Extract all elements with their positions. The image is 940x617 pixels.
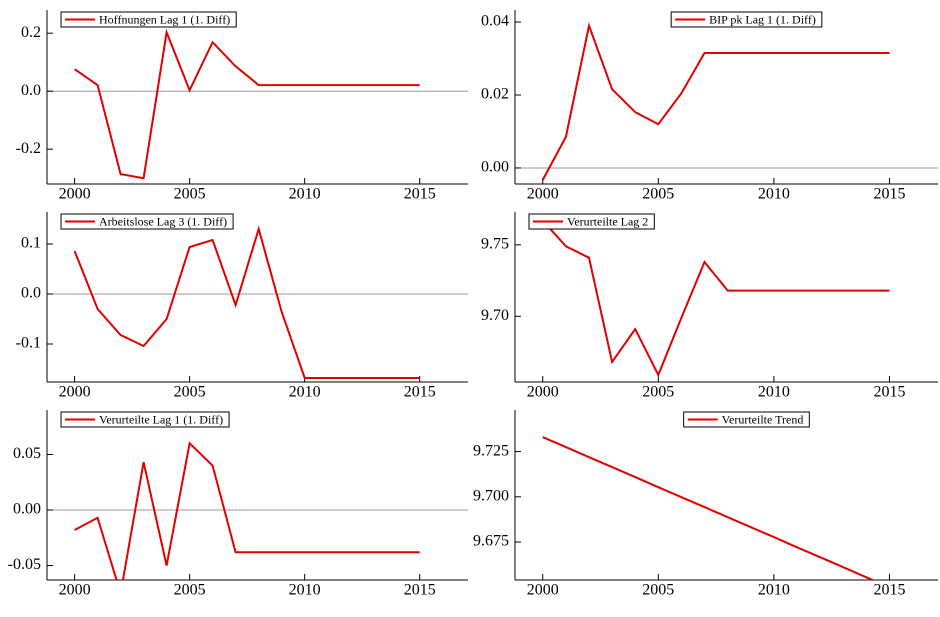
panel: -0.1 0.0 0.1 2000 2005 2010 2015 Arbeitslose La…: [16, 212, 468, 401]
series-line: [73, 225, 420, 379]
legend: Verurteilte Lag 2: [528, 213, 655, 230]
x-tick-label: 2015: [873, 186, 905, 203]
legend-box: [60, 213, 234, 230]
x-tick-label: 2000: [527, 186, 559, 203]
series-line: [542, 436, 876, 580]
x-tick-label: 2000: [527, 384, 559, 401]
legend-label: Verurteilte Lag 1 (1. Diff): [99, 412, 223, 426]
x-tick-label: 2010: [758, 186, 790, 203]
series-line: [541, 22, 890, 181]
legend-box: [60, 11, 237, 28]
legend: BIP pk Lag 1 (1. Diff): [670, 11, 823, 28]
x-tick-label: 2005: [642, 582, 674, 599]
x-tick-label: 2000: [527, 582, 559, 599]
y-tick-label: 0.00: [13, 501, 41, 518]
x-tick-label: 2015: [404, 186, 436, 203]
y-tick-label: 9.70: [481, 307, 509, 324]
x-tick-label: 2005: [174, 186, 206, 203]
y-tick-label: 9.75: [481, 236, 509, 253]
y-tick-label: 0.04: [481, 13, 509, 30]
x-tick-label: 2005: [174, 582, 206, 599]
x-tick-label: 2000: [59, 384, 91, 401]
y-tick-label: 0.0: [21, 285, 41, 302]
y-tick-label: -0.05: [8, 556, 41, 573]
x-tick-label: 2010: [289, 186, 321, 203]
legend-label: BIP pk Lag 1 (1. Diff): [709, 12, 816, 26]
panel: 0.00 0.02 0.04 2000 2005 2010 2015 BIP pk Lag 1…: [481, 10, 938, 203]
panel: 9.70 9.75 2000 2005 2010 2015 Verurteilte Lag …: [481, 212, 938, 401]
x-tick-label: 2015: [873, 582, 905, 599]
legend-label: Verurteilte Trend: [722, 412, 804, 426]
y-tick-label: 0.00: [481, 159, 509, 176]
x-tick-label: 2015: [873, 384, 905, 401]
y-tick-label: 0.2: [21, 24, 41, 41]
x-tick-label: 2005: [642, 186, 674, 203]
panel: -0.2 0.0 0.2 2000 2005 2010 2015 Hoffnungen Lag…: [16, 10, 468, 203]
x-tick-label: 2015: [404, 582, 436, 599]
panel: 9.675 9.700 9.725 2000 2005 2010 2015 Verurteil…: [473, 410, 938, 599]
legend: Arbeitslose Lag 3 (1. Diff): [60, 213, 234, 230]
legend: Verurteilte Trend: [683, 411, 810, 428]
series-line: [74, 28, 420, 180]
legend-label: Hoffnungen Lag 1 (1. Diff): [99, 12, 230, 26]
y-tick-label: -0.2: [16, 140, 41, 157]
legend: Hoffnungen Lag 1 (1. Diff): [60, 11, 237, 28]
panel: -0.05 0.00 0.05 2000 2005 2010 2015 Verurteilte…: [8, 410, 468, 599]
legend-box: [528, 213, 655, 230]
x-tick-label: 2010: [758, 582, 790, 599]
series-line: [541, 219, 890, 378]
x-tick-label: 2000: [59, 186, 91, 203]
series-line: [74, 441, 420, 580]
x-tick-label: 2005: [642, 384, 674, 401]
x-tick-label: 2015: [404, 384, 436, 401]
legend-label: Verurteilte Lag 2: [567, 214, 648, 228]
y-tick-label: 0.05: [13, 445, 41, 462]
x-tick-label: 2010: [289, 582, 321, 599]
y-tick-label: 9.700: [473, 487, 509, 504]
x-tick-label: 2000: [59, 582, 91, 599]
x-tick-label: 2005: [174, 384, 206, 401]
x-tick-label: 2010: [289, 384, 321, 401]
y-tick-label: -0.1: [16, 335, 41, 352]
legend-box: [60, 411, 230, 428]
y-tick-label: 0.0: [21, 82, 41, 99]
legend-box: [670, 11, 823, 28]
y-tick-label: 0.02: [481, 86, 509, 103]
legend-box: [683, 411, 810, 428]
y-tick-label: 9.675: [473, 533, 509, 550]
y-tick-label: 0.1: [21, 235, 41, 252]
legend-label: Arbeitslose Lag 3 (1. Diff): [99, 214, 227, 228]
legend: Verurteilte Lag 1 (1. Diff): [60, 411, 230, 428]
y-tick-label: 9.725: [473, 442, 509, 459]
x-tick-label: 2010: [758, 384, 790, 401]
